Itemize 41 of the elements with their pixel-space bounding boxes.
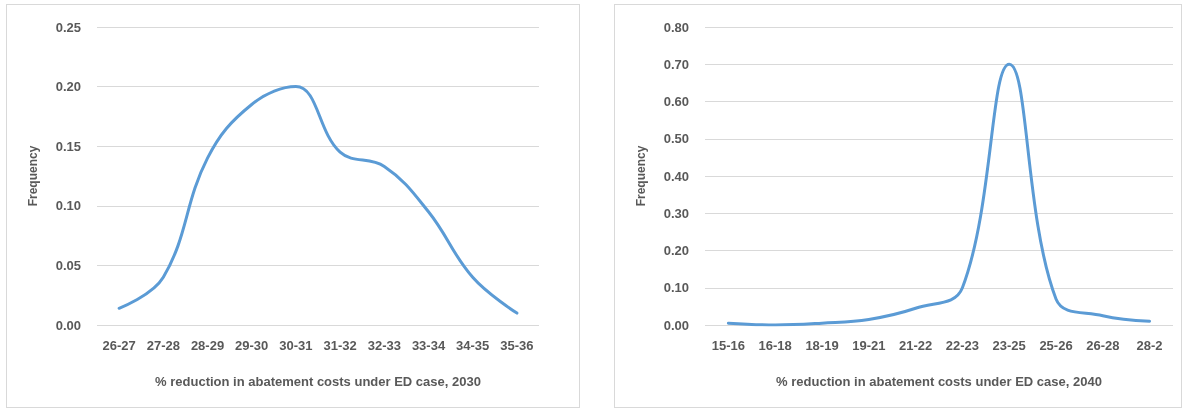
x-tick-label: 32-33 (367, 338, 401, 353)
x-tick-label: 27-28 (146, 338, 180, 353)
y-axis-title: Frequency (26, 145, 40, 207)
x-tick-label: 28-29 (190, 338, 225, 353)
x-tick-label: 21-22 (898, 338, 933, 353)
line-series (726, 62, 1152, 327)
x-tick-label: 25-26 (1039, 338, 1073, 353)
y-tick-label: 0.10 (55, 198, 81, 214)
y-tick-label: 0.40 (663, 168, 689, 184)
y-tick-label: 0.25 (55, 19, 81, 35)
y-tick-label: 0.15 (55, 138, 81, 154)
y-tick-label: 0.50 (663, 131, 689, 147)
x-tick-label: 31-32 (323, 338, 357, 353)
y-tick-label: 0.00 (663, 317, 689, 333)
y-tick-label: 0.00 (55, 317, 81, 333)
y-tick-label: 0.20 (55, 79, 81, 95)
x-tick-label: 30-31 (279, 338, 313, 353)
y-tick-label: 0.80 (663, 19, 689, 35)
x-tick-label: 22-23 (945, 338, 980, 353)
y-tick-label: 0.60 (663, 94, 689, 109)
line-series (117, 85, 519, 315)
y-tick-label: 0.20 (663, 243, 689, 258)
x-tick-label: 28-2 (1136, 338, 1163, 353)
y-tick-label: 0.10 (663, 280, 689, 296)
x-tick-label: 34-35 (456, 338, 490, 353)
x-tick-label: 33-34 (411, 338, 446, 353)
x-tick-label: 19-21 (852, 338, 886, 353)
y-axis-title: Frequency (634, 145, 648, 207)
y-tick-label: 0.30 (663, 205, 689, 221)
x-tick-label: 26-28 (1086, 338, 1120, 353)
x-tick-label: 35-36 (500, 338, 534, 353)
x-axis-title: % reduction in abatement costs under ED case, 2040 (776, 374, 1102, 389)
x-tick-label: 23-25 (992, 338, 1026, 353)
x-tick-label: 16-18 (758, 338, 792, 353)
y-tick-label: 0.70 (663, 56, 689, 72)
x-tick-label: 18-19 (805, 338, 839, 353)
x-tick-label: 26-27 (102, 338, 136, 353)
x-axis-title: % reduction in abatement costs under ED case, 2030 (155, 374, 481, 389)
x-tick-label: 15-16 (711, 338, 746, 353)
y-tick-label: 0.05 (55, 257, 81, 273)
x-tick-label: 29-30 (235, 338, 269, 353)
